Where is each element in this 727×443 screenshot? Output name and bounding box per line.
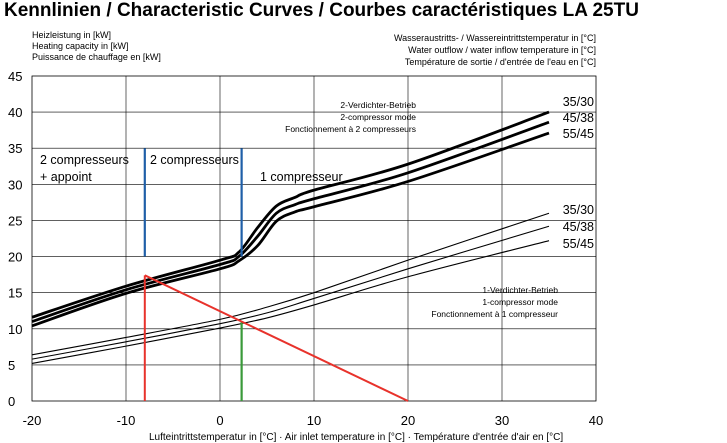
y-tick-label: 25 [8,213,22,228]
series-label-1-compressor: 35/30 [563,203,594,217]
water-temp-label-fr: Température de sortie / d'entrée de l'ea… [404,57,596,67]
red-heat-demand-line [144,274,409,402]
x-tick-label: -20 [23,413,42,428]
mode-2-annotation: 2-Verdichter-Betrieb [340,100,416,110]
y-tick-label: 0 [8,394,15,409]
series-label-1-compressor: 45/38 [563,220,594,234]
y-tick-label: 15 [8,286,22,301]
y-tick-label: 10 [8,322,22,337]
curve-1-compressor-45-38 [31,225,550,360]
series-label-1-compressor: 55/45 [563,237,594,251]
region-label-2-compressors-backup: 2 compresseurs [40,153,129,167]
y-axis-label-fr: Puissance de chauffage en [kW] [32,52,161,62]
region-label-1-compressor: 1 compresseur [260,170,343,184]
y-tick-label: 45 [8,69,22,84]
mode-1-annotation: 1-Verdichter-Betrieb [482,285,558,295]
x-tick-label: 20 [401,413,415,428]
mode-1-annotation: Fonctionnement à 1 compresseur [431,309,558,319]
y-tick-label: 20 [8,250,22,265]
mode-2-annotation: 2-compressor mode [340,112,416,122]
mode-1-annotation: 1-compressor mode [482,297,558,307]
x-tick-label: 40 [589,413,603,428]
curve-1-compressor-55-45 [31,240,550,364]
y-tick-label: 5 [8,358,15,373]
plot-frame [31,75,597,402]
curve-2-compressor-55-45 [31,131,550,328]
water-temp-label-de: Wasseraustritts- / Wassereintrittstemper… [394,33,596,43]
series-label-2-compressor: 45/38 [563,111,594,125]
mode-2-annotation: Fonctionnement à 2 compresseurs [285,124,416,134]
series-label-2-compressor: 55/45 [563,127,594,141]
chart-title: Kennlinien / Characteristic Curves / Cou… [4,0,639,21]
x-axis-label: Lufteintrittstemperatur in [°C] · Air in… [149,432,563,443]
y-tick-label: 30 [8,177,22,192]
x-tick-label: 0 [216,413,223,428]
x-tick-label: -10 [117,413,136,428]
series-label-2-compressor: 35/30 [563,95,594,109]
y-tick-label: 35 [8,141,22,156]
region-label-2-compressors: 2 compresseurs [150,153,239,167]
y-tick-label: 40 [8,105,22,120]
region-label-backup: + appoint [40,170,92,184]
x-tick-label: 30 [495,413,509,428]
curve-2-compressor-45-38 [31,120,550,323]
curve-1-compressor-35-30 [31,212,550,356]
water-temp-label-en: Water outflow / water inflow temperature… [408,45,596,55]
x-tick-label: 10 [307,413,321,428]
y-axis-label-de: Heizleistung in [kW] [32,30,112,40]
curve-2-compressor-35-30 [31,110,550,319]
y-axis-label-en: Heating capacity in [kW] [32,41,129,51]
